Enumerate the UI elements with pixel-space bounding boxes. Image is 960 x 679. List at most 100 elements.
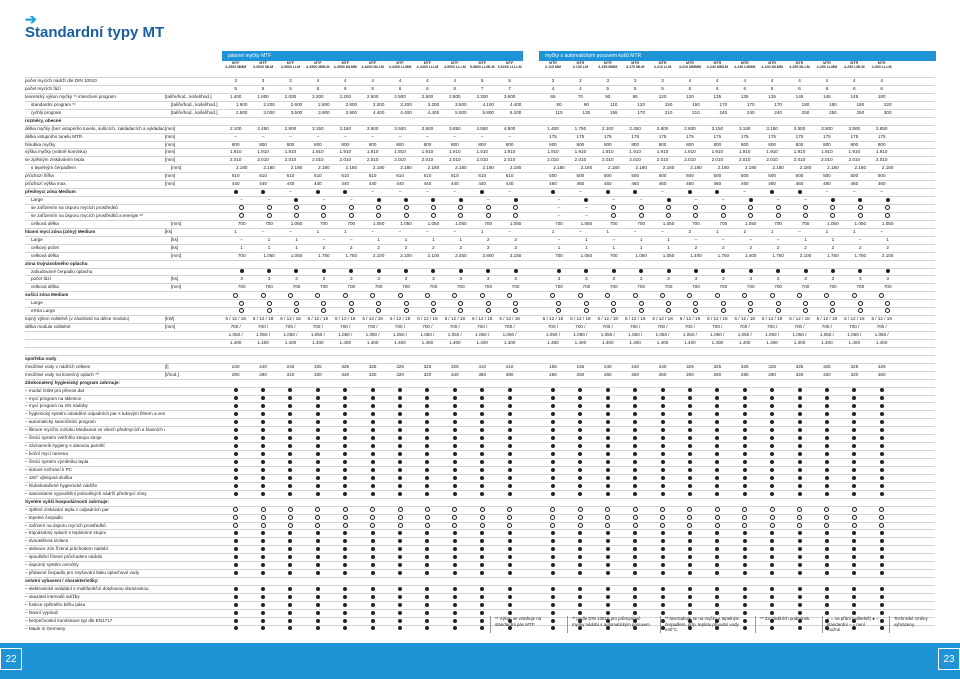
optional-circle-icon xyxy=(720,205,726,211)
table-cell xyxy=(359,427,386,434)
table-cell xyxy=(441,403,468,410)
standard-dot-icon xyxy=(550,404,555,409)
table-cell xyxy=(545,300,572,307)
standard-dot-icon xyxy=(294,197,299,202)
table-cell xyxy=(441,626,468,633)
row-unit: [mm] xyxy=(165,149,176,155)
optional-circle-icon xyxy=(266,205,272,211)
table-cell xyxy=(441,118,468,125)
optional-circle-icon xyxy=(260,522,266,528)
table-cell xyxy=(649,602,676,609)
table-cell: 3 xyxy=(886,276,889,282)
table-cell xyxy=(758,506,785,514)
table-cell xyxy=(786,475,813,482)
optional-circle-icon xyxy=(479,292,485,298)
standard-dot-icon xyxy=(852,626,857,631)
table-cell xyxy=(332,562,359,569)
optional-circle-icon xyxy=(485,308,491,314)
standard-dot-icon xyxy=(852,618,857,623)
row-label: – samostatné vypouštění jednotlivých nád… xyxy=(25,490,147,496)
standard-dot-icon xyxy=(687,626,692,631)
table-cell xyxy=(868,403,895,410)
optional-circle-icon xyxy=(315,506,321,512)
standard-dot-icon xyxy=(480,459,485,464)
table-cell xyxy=(758,594,785,601)
table-cell xyxy=(819,300,846,307)
table-cell xyxy=(475,269,502,276)
standard-dot-icon xyxy=(507,491,512,496)
table-cell: – xyxy=(343,133,347,139)
table-cell: 3 xyxy=(514,276,517,282)
row-label: – aktivace zón řízená průchodem nádobí xyxy=(25,546,108,552)
row-unit xyxy=(165,261,222,268)
table-cell xyxy=(868,618,895,625)
row-label: – funkce zpětného běhu pásu xyxy=(25,601,86,607)
table-cell xyxy=(304,618,331,625)
table-cell xyxy=(819,308,846,315)
standard-dot-icon xyxy=(770,618,775,623)
table-cell xyxy=(359,443,386,450)
table-cell: 700 / xyxy=(739,324,750,330)
table-cell xyxy=(332,443,359,450)
table-cell: 4 xyxy=(316,78,320,83)
standard-dot-icon xyxy=(770,451,775,456)
standard-dot-icon xyxy=(578,443,583,448)
standard-dot-icon xyxy=(660,420,665,425)
table-row: délka vstupního tunelu MTR [mm] – – – – – – – – – –… xyxy=(25,132,935,141)
standard-dot-icon xyxy=(425,610,430,615)
standard-dot-icon xyxy=(550,602,555,607)
table-cell xyxy=(249,578,276,585)
table-cell: 700 / xyxy=(849,324,860,330)
row-unit: [mm] xyxy=(165,157,176,163)
table-cell xyxy=(496,610,523,617)
table-cell: 1.400 xyxy=(547,339,559,345)
optional-circle-icon xyxy=(857,300,863,306)
table-cell xyxy=(469,506,496,514)
optional-circle-icon xyxy=(885,205,891,211)
table-cell xyxy=(539,475,566,482)
standard-dot-icon xyxy=(852,594,857,599)
table-cell xyxy=(249,451,276,458)
footnote: *² podle DIN 10510 pro průmyslové myčky … xyxy=(567,616,650,633)
table-cell xyxy=(704,403,731,410)
table-cell xyxy=(441,522,468,530)
standard-dot-icon xyxy=(288,539,293,544)
table-cell: 3 xyxy=(261,78,265,83)
table-cell: 1.750 xyxy=(827,252,839,258)
standard-dot-icon xyxy=(660,459,665,464)
table-cell xyxy=(386,554,413,561)
row-unit xyxy=(165,467,222,474)
standard-dot-icon xyxy=(633,451,638,456)
table-cell: 1 xyxy=(585,236,588,242)
model-column-header: MTF 3-3500 LLM xyxy=(280,61,301,70)
table-cell xyxy=(731,570,758,577)
table-cell xyxy=(414,467,441,474)
table-cell: 3.500 xyxy=(848,125,861,131)
table-cell xyxy=(567,562,594,569)
table-cell: 700 xyxy=(555,252,563,258)
table-cell xyxy=(567,118,594,125)
standard-dot-icon xyxy=(556,269,561,274)
table-cell: 155 xyxy=(576,363,585,369)
table-cell xyxy=(249,435,276,442)
table-cell xyxy=(496,356,523,363)
table-cell: 2.100 xyxy=(372,252,385,258)
table-cell xyxy=(386,506,413,514)
standard-dot-icon xyxy=(452,420,457,425)
standard-dot-icon xyxy=(879,626,884,631)
table-cell xyxy=(731,443,758,450)
table-cell xyxy=(786,530,813,537)
table-cell: 1.050 / xyxy=(573,332,588,337)
table-cell xyxy=(332,411,359,418)
standard-dot-icon xyxy=(398,428,403,433)
table-row: – přidavné čerpadlo pro zvyšování tlaku … xyxy=(25,569,935,577)
footer-bar xyxy=(0,643,960,679)
optional-circle-icon xyxy=(397,514,403,520)
table-cell: 290 xyxy=(231,371,240,377)
table-cell xyxy=(222,356,249,363)
standard-dot-icon xyxy=(398,451,403,456)
standard-dot-icon xyxy=(398,467,403,472)
standard-dot-icon xyxy=(639,269,644,274)
table-cell: 2.180 xyxy=(455,165,467,171)
optional-circle-icon xyxy=(458,308,464,314)
